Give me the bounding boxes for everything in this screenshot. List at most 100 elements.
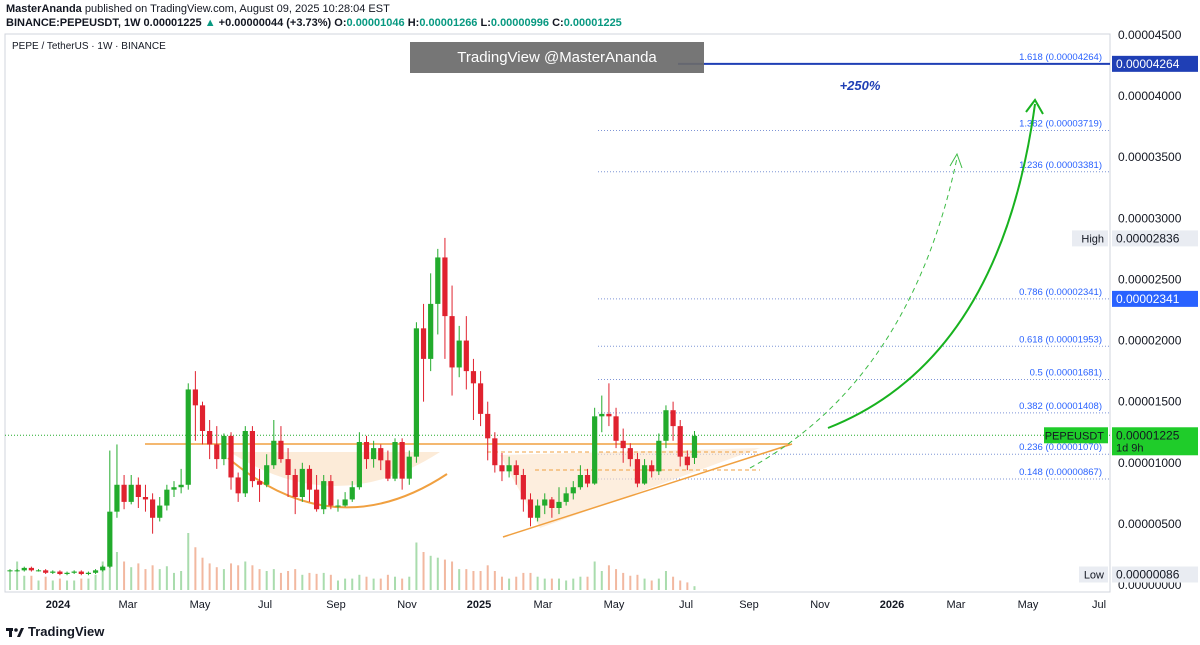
- candle-body: [306, 468, 313, 490]
- triangle-fill: [500, 448, 760, 528]
- volume-bar: [351, 578, 354, 590]
- volume-bar: [187, 533, 190, 590]
- candle-body: [299, 468, 305, 497]
- fib-level-label: 1.618 (0.00004264): [1019, 52, 1102, 63]
- volume-bar: [479, 571, 482, 590]
- volume-bar: [415, 542, 418, 590]
- candle-body: [492, 438, 498, 466]
- volume-bar: [344, 578, 347, 590]
- x-tick-label: Sep: [739, 599, 759, 611]
- candle-body: [64, 572, 70, 574]
- volume-bar: [230, 563, 233, 590]
- volume-bar: [201, 557, 204, 590]
- candle-body: [527, 499, 534, 518]
- candle-body: [21, 567, 27, 571]
- candle-body: [135, 484, 141, 497]
- chart-title: PEPE / TetherUS · 1W · BINANCE: [12, 41, 166, 52]
- volume-bar: [144, 569, 147, 590]
- x-tick-label: Nov: [397, 599, 417, 611]
- volume-bar: [44, 576, 47, 590]
- candle-body: [470, 371, 477, 384]
- volume-bar: [372, 578, 375, 590]
- candle-body: [207, 431, 213, 445]
- volume-bar: [465, 569, 468, 590]
- candle-body: [43, 570, 49, 573]
- high-value: 0.00001266: [419, 17, 478, 29]
- candle-body: [14, 570, 20, 572]
- candle-body: [456, 340, 462, 368]
- candle-body: [292, 475, 298, 497]
- volume-bar: [558, 578, 561, 590]
- candle-body: [577, 475, 583, 488]
- y-tick-label: 0.00000500: [1118, 517, 1182, 531]
- published-text: published on TradingView.com, August 09,…: [84, 3, 390, 15]
- volume-bar: [151, 565, 154, 590]
- publisher-name[interactable]: MasterAnanda: [6, 3, 82, 15]
- candle-body: [192, 389, 198, 406]
- price-tag-label: PEPEUSDT: [1045, 430, 1105, 442]
- candle-body: [285, 459, 291, 475]
- volume-bar: [508, 578, 511, 590]
- candle-body: [535, 505, 541, 518]
- volume-bar: [9, 571, 11, 590]
- ohlc-line: BINANCE:PEPEUSDT, 1W 0.00001225 ▲ +0.000…: [6, 17, 622, 29]
- volume-bar: [123, 561, 126, 590]
- volume-bar: [251, 565, 254, 590]
- x-tick-label: Mar: [119, 599, 138, 611]
- volume-bar: [329, 574, 332, 590]
- candle-body: [613, 416, 619, 441]
- tradingview-logo-icon: [6, 627, 24, 637]
- candle-body: [420, 328, 427, 359]
- low-value: 0.00000996: [490, 17, 550, 29]
- volume-bar: [408, 576, 411, 590]
- tradingview-logo[interactable]: TradingView: [6, 624, 104, 639]
- price-tag-bg: [1112, 566, 1198, 583]
- y-tick-label: 0.00001000: [1118, 456, 1182, 470]
- candle-body: [100, 566, 106, 571]
- candle-body: [349, 487, 355, 500]
- volume-bar: [493, 571, 496, 590]
- volume-bar: [94, 574, 97, 590]
- volume-bar: [607, 565, 610, 590]
- y-tick-label: 0.00004500: [1118, 28, 1182, 42]
- volume-bar: [287, 571, 290, 590]
- volume-bar: [458, 569, 461, 590]
- watermark: TradingView @MasterAnanda: [410, 42, 704, 73]
- candle-body: [363, 442, 370, 460]
- y-tick-label: 0.00002000: [1118, 334, 1182, 348]
- change-arrow-icon: ▲: [204, 17, 216, 29]
- price-tag-label-bg: [1079, 566, 1108, 583]
- volume-bar: [693, 586, 696, 590]
- y-tick-label: 0.00003500: [1118, 150, 1182, 164]
- y-tick-label: 0.00004000: [1118, 89, 1182, 103]
- fib-level-label: 1.382 (0.00003719): [1019, 118, 1102, 129]
- candle-body: [399, 442, 405, 479]
- volume-bar: [600, 571, 603, 590]
- fib-level-label: 0.236 (0.00001070): [1019, 442, 1102, 453]
- volume-bar: [23, 575, 26, 590]
- projection-dashed-arrow: [749, 157, 958, 469]
- volume-bar: [622, 572, 625, 590]
- volume-bar: [529, 572, 532, 590]
- volume-bar: [237, 565, 240, 590]
- candle-body: [520, 475, 526, 500]
- volume-bar: [586, 576, 589, 590]
- price-tag-value: 0.00001225: [1116, 428, 1180, 442]
- candle-body: [178, 484, 184, 488]
- price-tag-value: 0.00002341: [1116, 292, 1180, 306]
- volume-bar: [543, 578, 546, 590]
- volume-bar: [180, 571, 183, 590]
- volume-bar: [565, 580, 568, 590]
- volume-bar: [500, 576, 503, 590]
- x-tick-label: Sep: [326, 599, 346, 611]
- volume-bar: [522, 572, 525, 590]
- candle-body: [7, 570, 13, 572]
- volume-bar: [115, 552, 118, 590]
- x-tick-label: Jul: [679, 599, 693, 611]
- price-tag-bg: [1112, 230, 1198, 247]
- x-tick-label: Jul: [258, 599, 272, 611]
- candle-body: [35, 570, 42, 572]
- volume-bar: [550, 578, 553, 590]
- volume-bar: [279, 572, 282, 590]
